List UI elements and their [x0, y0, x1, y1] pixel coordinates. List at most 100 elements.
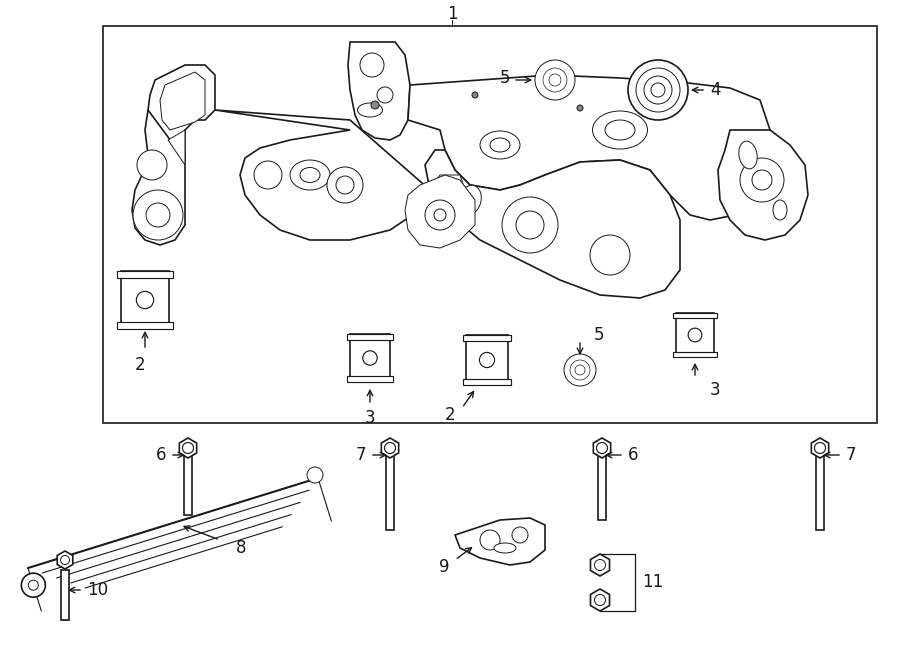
- Circle shape: [595, 594, 606, 605]
- Circle shape: [360, 53, 384, 77]
- Text: 9: 9: [439, 558, 450, 576]
- Polygon shape: [347, 376, 393, 382]
- Circle shape: [814, 442, 825, 453]
- Circle shape: [628, 60, 688, 120]
- Polygon shape: [350, 334, 390, 382]
- Text: 10: 10: [87, 581, 108, 599]
- Circle shape: [564, 354, 596, 386]
- Ellipse shape: [480, 131, 520, 159]
- Text: 5: 5: [594, 326, 605, 344]
- Bar: [103, 26, 877, 423]
- Text: 6: 6: [628, 446, 638, 464]
- Ellipse shape: [494, 543, 516, 553]
- Ellipse shape: [605, 120, 635, 140]
- Text: 1: 1: [446, 5, 457, 23]
- Circle shape: [597, 442, 608, 453]
- Circle shape: [307, 467, 323, 483]
- Circle shape: [336, 176, 354, 194]
- Polygon shape: [466, 335, 508, 385]
- Text: 6: 6: [156, 446, 166, 464]
- Circle shape: [636, 68, 680, 112]
- Polygon shape: [168, 130, 185, 165]
- Ellipse shape: [290, 160, 330, 190]
- Circle shape: [146, 203, 170, 227]
- Ellipse shape: [592, 111, 647, 149]
- Circle shape: [740, 158, 784, 202]
- Circle shape: [472, 92, 478, 98]
- Circle shape: [363, 351, 377, 365]
- Polygon shape: [463, 379, 511, 385]
- Polygon shape: [590, 589, 609, 611]
- Text: 3: 3: [364, 409, 375, 427]
- Circle shape: [688, 328, 702, 342]
- Circle shape: [137, 292, 154, 309]
- Ellipse shape: [773, 200, 787, 220]
- Polygon shape: [117, 322, 173, 329]
- Circle shape: [442, 182, 458, 198]
- Polygon shape: [132, 110, 185, 245]
- Polygon shape: [676, 313, 714, 357]
- Circle shape: [512, 527, 528, 543]
- Polygon shape: [455, 518, 545, 565]
- Polygon shape: [408, 75, 770, 220]
- Polygon shape: [590, 554, 609, 576]
- Text: 7: 7: [356, 446, 366, 464]
- Circle shape: [516, 211, 544, 239]
- Polygon shape: [348, 42, 410, 140]
- Bar: [386, 455, 394, 530]
- Polygon shape: [405, 175, 475, 248]
- Circle shape: [590, 235, 630, 275]
- Polygon shape: [593, 438, 611, 458]
- Bar: [184, 455, 192, 515]
- Circle shape: [60, 555, 69, 564]
- Polygon shape: [117, 271, 173, 278]
- Circle shape: [595, 559, 606, 570]
- Circle shape: [577, 105, 583, 111]
- Polygon shape: [718, 130, 808, 240]
- Circle shape: [480, 352, 495, 368]
- Circle shape: [425, 200, 455, 230]
- Ellipse shape: [459, 185, 482, 215]
- Ellipse shape: [300, 167, 320, 182]
- Circle shape: [22, 573, 45, 597]
- Circle shape: [133, 190, 183, 240]
- Circle shape: [28, 580, 39, 590]
- Polygon shape: [382, 438, 399, 458]
- Circle shape: [752, 170, 772, 190]
- Polygon shape: [435, 175, 465, 205]
- Circle shape: [183, 442, 194, 453]
- Circle shape: [137, 150, 167, 180]
- Circle shape: [549, 74, 561, 86]
- Ellipse shape: [490, 138, 510, 152]
- Text: 2: 2: [445, 406, 455, 424]
- Text: 8: 8: [236, 539, 247, 557]
- Circle shape: [434, 209, 446, 221]
- Circle shape: [644, 76, 672, 104]
- Polygon shape: [673, 313, 716, 319]
- Circle shape: [570, 360, 590, 380]
- Polygon shape: [347, 334, 393, 340]
- Text: 3: 3: [710, 381, 721, 399]
- Circle shape: [543, 68, 567, 92]
- Text: 4: 4: [710, 81, 721, 99]
- Bar: [598, 455, 606, 520]
- Circle shape: [651, 83, 665, 97]
- Circle shape: [535, 60, 575, 100]
- Polygon shape: [215, 110, 430, 240]
- Text: 5: 5: [500, 69, 510, 87]
- Text: 2: 2: [135, 356, 145, 374]
- Circle shape: [480, 530, 500, 550]
- Circle shape: [384, 442, 395, 453]
- Polygon shape: [58, 551, 73, 569]
- Polygon shape: [148, 65, 215, 165]
- Circle shape: [254, 161, 282, 189]
- Bar: [61, 570, 69, 620]
- Text: 11: 11: [642, 573, 663, 591]
- Circle shape: [377, 87, 393, 103]
- Polygon shape: [811, 438, 829, 458]
- Circle shape: [327, 167, 363, 203]
- Polygon shape: [121, 271, 169, 329]
- Ellipse shape: [357, 103, 382, 117]
- Circle shape: [502, 197, 558, 253]
- Circle shape: [371, 101, 379, 109]
